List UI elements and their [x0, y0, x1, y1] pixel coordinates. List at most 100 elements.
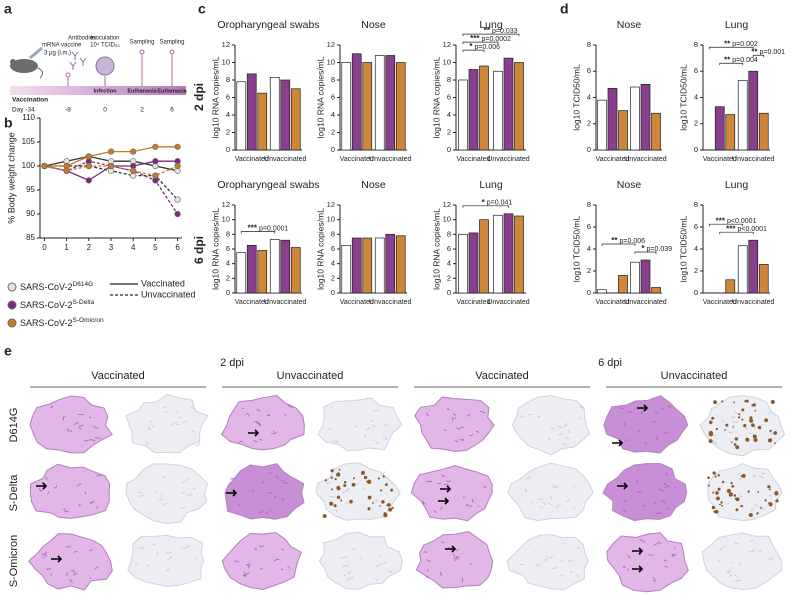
stain-dot: [712, 471, 716, 475]
stain-dot: [738, 413, 741, 416]
stain-dot: [749, 416, 753, 420]
tissue-texture: [548, 503, 553, 506]
stain-dot: [730, 481, 733, 485]
tissue-texture: [663, 484, 670, 488]
tissue-texture: [282, 481, 288, 484]
x-tick-label: 6: [175, 243, 180, 252]
bar: [618, 110, 628, 151]
tissue-texture: [560, 574, 564, 577]
stain-dot: [756, 512, 759, 515]
tissue-texture: [769, 557, 774, 561]
tissue-texture: [273, 558, 280, 562]
tissue-texture: [528, 414, 534, 416]
stain-dot: [757, 491, 759, 494]
bar: [597, 99, 607, 151]
x-tick-label: Unvaccinated: [487, 299, 530, 306]
tissue-texture: [253, 547, 257, 551]
y-tick-label: 4: [226, 110, 230, 119]
panel-letter: d: [560, 1, 569, 17]
bar: [269, 77, 280, 151]
tissue-texture: [671, 554, 677, 558]
x-tick-label: Unvaccinated: [487, 156, 530, 163]
bar: [269, 239, 280, 294]
dpi-label: 2 dpi: [192, 83, 206, 111]
vaccine-label: mRNA vaccine: [42, 43, 82, 49]
tissue-texture: [265, 511, 269, 514]
x-tick-label: Vaccinated: [340, 156, 374, 163]
weight-point: [107, 148, 115, 155]
tissue-texture: [768, 494, 772, 497]
tissue-texture: [328, 427, 332, 431]
stain-dot: [734, 437, 739, 441]
tissue-texture: [661, 407, 665, 410]
tissue-texture: [475, 430, 480, 434]
tissue-texture: [640, 410, 644, 415]
weight-point: [174, 210, 181, 218]
tissue-texture: [362, 487, 367, 490]
tissue-texture: [625, 439, 629, 441]
mouse: [10, 59, 38, 73]
y-tick-label: 2: [587, 266, 591, 275]
y-tick-label: 6: [587, 66, 591, 75]
legend-label: SARS-CoV-2D614G: [20, 281, 93, 293]
tissue-texture: [458, 556, 460, 559]
bar: [468, 232, 479, 294]
y-tick-label: 2: [331, 127, 335, 136]
stain-dot: [713, 400, 717, 405]
stain-dot: [725, 423, 729, 427]
y-tick-label: 10: [222, 57, 230, 66]
row-label: S-Omicron: [8, 535, 20, 588]
he-section: [410, 465, 493, 522]
y-tick-label: 4: [694, 92, 698, 101]
tissue-texture: [238, 503, 241, 506]
tissue-texture: [138, 547, 144, 550]
arrow: [248, 429, 260, 437]
tissue-texture: [274, 495, 277, 499]
chart-title: Lung: [724, 179, 749, 191]
ihc-section: [699, 395, 786, 457]
y-axis-label: log10 TCID50/mL: [678, 216, 688, 283]
y-axis-label: % Body weight change: [6, 132, 16, 224]
tissue-texture: [745, 427, 748, 431]
tissue-texture: [542, 502, 546, 506]
tissue-texture: [719, 546, 725, 552]
tissue-texture: [84, 439, 89, 442]
tissue-texture: [65, 545, 72, 548]
tissue-texture: [569, 571, 573, 574]
day-label: -8: [65, 107, 71, 114]
tissue-texture: [230, 477, 235, 480]
y-tick-label: 6: [226, 92, 230, 101]
tissue-texture: [89, 439, 95, 442]
chart-title: Nose: [616, 19, 642, 31]
tissue-texture: [261, 481, 264, 484]
tissue-texture: [253, 439, 259, 443]
ihc-section: [506, 534, 589, 591]
x-tick-label: Unvaccinated: [732, 299, 775, 306]
bar: [351, 237, 362, 294]
weight-point: [41, 162, 48, 170]
ihc-section: [701, 532, 783, 590]
stain-dot: [363, 475, 368, 480]
tissue-texture: [469, 433, 474, 437]
bracket: [462, 41, 499, 45]
tissue-texture: [664, 566, 669, 568]
he-section: [602, 463, 688, 522]
dpi-label: 6 dpi: [192, 236, 206, 264]
y-tick-label: 8: [587, 200, 591, 209]
legend-marker: [7, 318, 17, 328]
tissue-texture: [539, 505, 544, 509]
arrow: [226, 489, 238, 497]
p-value: p<0.0001: [738, 226, 767, 233]
virus: [95, 56, 115, 76]
stain-dot: [757, 425, 762, 430]
bar: [257, 92, 268, 151]
y-tick-label: 2: [226, 127, 230, 136]
significance-stars: *: [641, 244, 645, 253]
ihc-section: [706, 463, 783, 522]
stain-dot: [707, 476, 710, 480]
y-tick-label: 6: [694, 222, 698, 231]
tissue-texture: [259, 438, 262, 441]
antibodies: [69, 51, 87, 70]
stain-dot: [336, 495, 341, 500]
tissue-texture: [187, 492, 192, 497]
